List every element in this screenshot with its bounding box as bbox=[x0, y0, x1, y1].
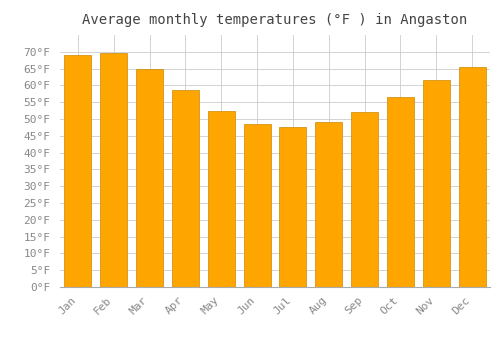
Bar bbox=[423, 80, 450, 287]
Bar bbox=[208, 111, 234, 287]
Bar bbox=[458, 67, 485, 287]
Bar bbox=[64, 55, 92, 287]
Bar bbox=[136, 69, 163, 287]
Bar bbox=[387, 97, 414, 287]
Bar bbox=[351, 112, 378, 287]
Bar bbox=[280, 127, 306, 287]
Bar bbox=[316, 122, 342, 287]
Bar bbox=[100, 54, 127, 287]
Title: Average monthly temperatures (°F ) in Angaston: Average monthly temperatures (°F ) in An… bbox=[82, 13, 468, 27]
Bar bbox=[172, 90, 199, 287]
Bar bbox=[244, 124, 270, 287]
